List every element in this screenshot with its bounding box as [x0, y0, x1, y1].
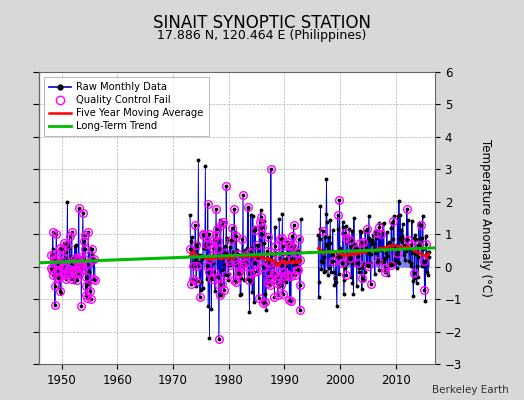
Y-axis label: Temperature Anomaly (°C): Temperature Anomaly (°C) — [479, 139, 492, 297]
Text: SINAIT SYNOPTIC STATION: SINAIT SYNOPTIC STATION — [153, 14, 371, 32]
Legend: Raw Monthly Data, Quality Control Fail, Five Year Moving Average, Long-Term Tren: Raw Monthly Data, Quality Control Fail, … — [45, 77, 209, 136]
Text: 17.886 N, 120.464 E (Philippines): 17.886 N, 120.464 E (Philippines) — [157, 29, 367, 42]
Text: Berkeley Earth: Berkeley Earth — [432, 385, 508, 395]
